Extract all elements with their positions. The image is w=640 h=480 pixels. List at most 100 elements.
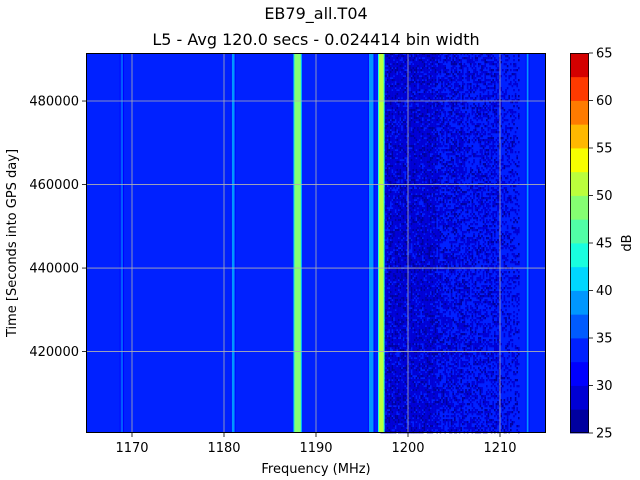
heatmap-cell xyxy=(463,235,466,238)
heatmap-cell xyxy=(407,141,410,144)
heatmap-cell xyxy=(460,87,462,90)
heatmap-cell xyxy=(430,59,432,62)
heatmap-cell xyxy=(431,139,434,142)
heatmap-cell xyxy=(404,111,406,114)
heatmap-cell xyxy=(460,129,462,132)
heatmap-cell xyxy=(420,191,422,194)
heatmap-cell xyxy=(511,141,514,144)
heatmap-cell xyxy=(442,59,445,62)
heatmap-cell xyxy=(385,61,387,64)
heatmap-cell xyxy=(391,175,394,178)
heatmap-cell xyxy=(426,227,429,230)
heatmap-cell xyxy=(391,193,394,196)
heatmap-cell xyxy=(457,57,459,60)
heatmap-cell xyxy=(484,97,486,100)
heatmap-cell xyxy=(393,241,395,244)
heatmap-cell xyxy=(500,113,502,116)
heatmap-cell xyxy=(430,107,432,110)
heatmap-cell xyxy=(471,131,474,134)
heatmap-cell xyxy=(449,119,451,122)
heatmap-cell xyxy=(505,209,507,212)
heatmap-cell xyxy=(433,223,435,226)
heatmap-cell xyxy=(431,225,434,228)
heatmap-cell xyxy=(388,117,390,120)
heatmap-cell xyxy=(457,113,459,116)
heatmap-cell xyxy=(505,177,507,180)
heatmap-cell xyxy=(386,209,389,212)
heatmap-cell xyxy=(401,225,403,228)
heatmap-cell xyxy=(409,149,411,152)
heatmap-cell xyxy=(460,133,462,136)
heatmap-cell xyxy=(452,145,454,148)
heatmap-cell xyxy=(423,215,426,218)
heatmap-cell xyxy=(482,169,485,172)
heatmap-cell xyxy=(391,115,394,118)
heatmap-cell xyxy=(465,91,467,94)
heatmap-cell xyxy=(514,219,517,222)
heatmap-cell xyxy=(442,93,445,96)
heatmap-cell xyxy=(406,155,408,158)
heatmap-cell xyxy=(422,221,424,224)
heatmap-cell xyxy=(420,139,422,142)
heatmap-cell xyxy=(402,153,405,156)
heatmap-cell xyxy=(402,91,405,94)
heatmap-cell xyxy=(394,187,397,190)
heatmap-cell xyxy=(446,81,448,84)
heatmap-cell xyxy=(401,223,403,226)
heatmap-cell xyxy=(386,215,389,218)
heatmap-cell xyxy=(468,239,470,242)
heatmap-cell xyxy=(470,237,472,240)
heatmap-cell xyxy=(420,231,422,234)
heatmap-cell xyxy=(406,163,408,166)
heatmap-cell xyxy=(415,195,418,198)
heatmap-cell xyxy=(418,97,421,100)
heatmap-cell xyxy=(386,95,389,98)
heatmap-cell xyxy=(394,169,397,172)
heatmap-cell xyxy=(473,229,475,232)
heatmap-cell xyxy=(386,161,389,164)
heatmap-cell xyxy=(422,113,424,116)
heatmap-cell xyxy=(468,83,470,86)
heatmap-cell xyxy=(394,73,397,76)
heatmap-cell xyxy=(407,69,410,72)
heatmap-cell xyxy=(513,119,515,122)
heatmap-cell xyxy=(386,57,389,60)
heatmap-cell xyxy=(423,117,426,120)
heatmap-cell xyxy=(446,97,448,100)
heatmap-cell xyxy=(431,181,434,184)
heatmap-cell xyxy=(393,85,395,88)
heatmap-cell xyxy=(454,69,456,72)
heatmap-cell xyxy=(401,205,403,208)
heatmap-cell xyxy=(391,63,394,66)
heatmap-cell xyxy=(393,77,395,80)
heatmap-cell xyxy=(447,53,450,56)
heatmap-cell xyxy=(446,75,448,78)
heatmap-cell xyxy=(399,99,402,102)
heatmap-cell xyxy=(458,223,461,226)
heatmap-cell xyxy=(425,55,427,58)
heatmap-cell xyxy=(497,221,499,224)
heatmap-cell xyxy=(407,193,410,196)
heatmap-cell xyxy=(486,175,488,178)
heatmap-cell xyxy=(396,79,398,82)
heatmap-cell xyxy=(393,57,395,60)
heatmap-cell xyxy=(479,227,482,230)
heatmap-cell xyxy=(447,209,450,212)
heatmap-cell xyxy=(425,201,427,204)
heatmap-cell xyxy=(473,131,475,134)
heatmap-cell xyxy=(404,143,406,146)
heatmap-cell xyxy=(428,145,430,148)
heatmap-cell xyxy=(430,109,432,112)
heatmap-cell xyxy=(431,197,434,200)
heatmap-cell xyxy=(388,103,390,106)
heatmap-cell xyxy=(410,231,413,234)
heatmap-cell xyxy=(415,91,418,94)
heatmap-cell xyxy=(466,133,469,136)
heatmap-cell xyxy=(450,191,453,194)
heatmap-cell xyxy=(482,157,485,160)
heatmap-cell xyxy=(490,73,493,76)
heatmap-cell xyxy=(390,75,392,78)
heatmap-cell xyxy=(438,135,440,138)
heatmap-cell xyxy=(495,109,498,112)
heatmap-cell xyxy=(452,189,454,192)
